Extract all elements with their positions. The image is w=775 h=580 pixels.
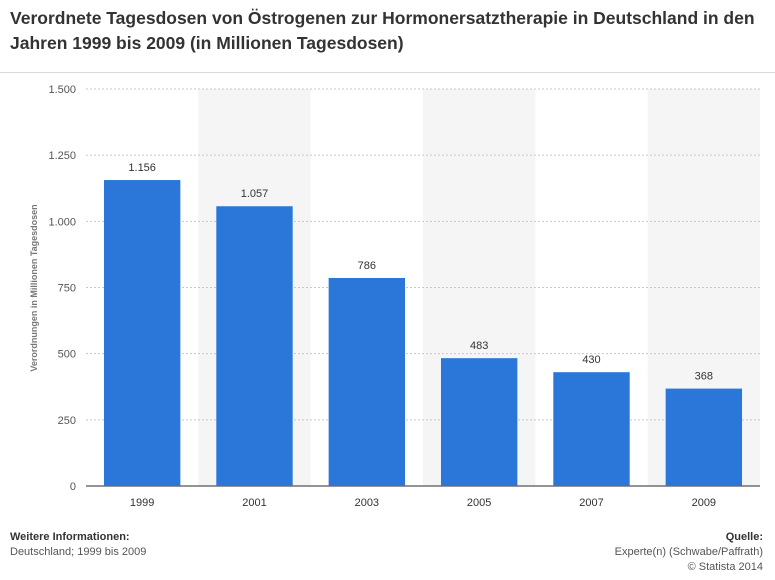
y-tick-label: 0 (70, 481, 76, 493)
y-tick-label: 1.000 (48, 216, 76, 228)
y-tick-label: 750 (58, 283, 76, 295)
bars (103, 180, 743, 487)
value-labels: 1.156 1.057 786 483 430 368 (128, 162, 713, 383)
y-tick-label: 1.500 (48, 84, 76, 96)
x-tick-labels: 1999 2001 2003 2005 2007 2009 (130, 497, 716, 509)
footer-info: Weitere Informationen: Deutschland; 1999… (10, 530, 146, 560)
footer-source: Quelle: Experte(n) (Schwabe/Paffrath) © … (615, 530, 763, 575)
title-divider (0, 72, 775, 73)
bar-2001[interactable] (216, 206, 293, 487)
bar-2003[interactable] (328, 277, 406, 486)
y-tick-label: 250 (58, 415, 76, 427)
bar-chart: 1.156 1.057 786 483 430 368 1999 2001 2003 2005 2… (29, 84, 760, 509)
y-tick-label: 1.250 (48, 150, 76, 162)
bar-2007[interactable] (553, 372, 630, 486)
copyright-text[interactable]: © Statista 2014 (687, 561, 763, 573)
gridlines (86, 88, 760, 487)
x-tick-label-2009: 2009 (692, 497, 716, 509)
x-tick-label-1999: 1999 (130, 497, 154, 509)
x-tick-label-2003: 2003 (355, 497, 379, 509)
chart-title: Verordnete Tagesdosen von Östrogenen zur… (10, 8, 755, 53)
value-label-1999: 1.156 (128, 162, 156, 174)
bar-2009[interactable] (665, 388, 743, 486)
source-heading: Quelle: (725, 531, 763, 543)
y-tick-labels: 0 250 500 750 1.000 1.250 1.500 (48, 84, 76, 493)
value-label-2007: 430 (582, 354, 600, 366)
value-label-2009: 368 (695, 371, 713, 383)
x-tick-label-2005: 2005 (467, 497, 491, 509)
x-tick-label-2001: 2001 (242, 497, 266, 509)
source-text[interactable]: Experte(n) (Schwabe/Paffrath) (614, 546, 763, 558)
info-heading: Weitere Informationen: (10, 531, 130, 543)
x-tick-label-2007: 2007 (579, 497, 603, 509)
value-label-2005: 483 (470, 340, 488, 352)
y-axis-label: Verordnungen in Millionen Tagesdosen (29, 204, 39, 371)
y-tick-label: 500 (58, 349, 76, 361)
value-label-2001: 1.057 (241, 188, 269, 200)
bar-2005[interactable] (440, 358, 518, 486)
value-label-2003: 786 (358, 260, 376, 272)
info-text: Deutschland; 1999 bis 2009 (10, 546, 147, 558)
bar-1999[interactable] (103, 180, 181, 486)
